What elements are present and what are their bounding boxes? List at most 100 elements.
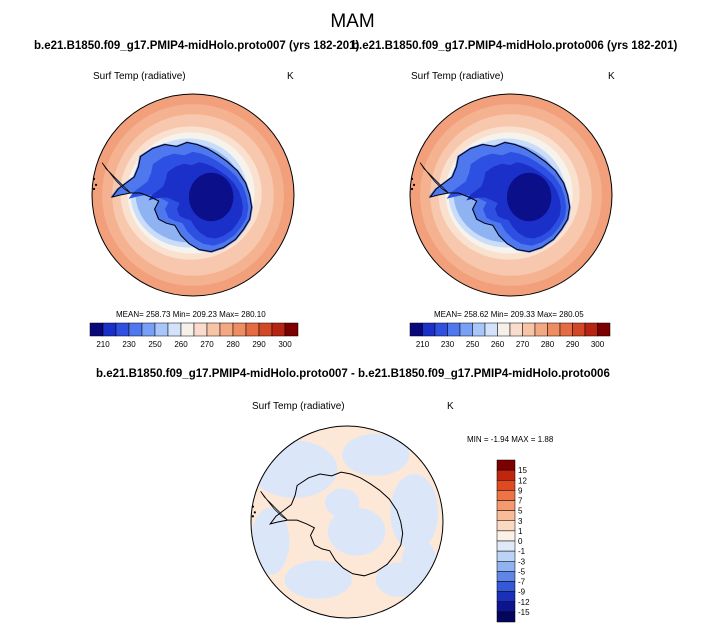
left-colorbar-swatch-3 <box>128 322 143 337</box>
diff-colorbar-swatch-10 <box>496 561 516 572</box>
left-colorbar-swatch-15 <box>284 322 299 337</box>
diff-colorbar-tick-label: 9 <box>518 486 523 495</box>
right-colorbar-tick-label: 230 <box>441 340 455 349</box>
left-units-label: K <box>287 71 294 82</box>
left-colorbar-swatch-5 <box>154 322 169 337</box>
diff-units-label: K <box>447 401 454 412</box>
diff-colorbar-tick-label: -1 <box>518 547 526 556</box>
diff-colorbar-tick-label: -5 <box>518 567 526 576</box>
right-colorbar-tick-label: 210 <box>416 340 430 349</box>
diff-colorbar-tick-label: 7 <box>518 497 523 506</box>
right-units-label: K <box>608 71 615 82</box>
diff-cool-patch-7 <box>324 488 360 518</box>
diff-colorbar-tick-label: -7 <box>518 578 526 587</box>
left-colorbar-swatch-14 <box>271 322 286 337</box>
right-colorbar-swatch-4 <box>459 322 473 337</box>
left-colorbar-tick-label: 270 <box>200 340 214 349</box>
left-map-land-core <box>188 172 234 222</box>
left-colorbar-swatch-2 <box>115 322 130 337</box>
right-map-field <box>410 94 612 296</box>
diff-colorbar-tick-label: 3 <box>518 517 523 526</box>
right-map-land-core <box>506 172 552 222</box>
diff-field <box>251 426 443 618</box>
diff-colorbar-tick-label: 12 <box>518 476 527 485</box>
diff-colorbar-tick-label: 15 <box>518 466 527 475</box>
left-colorbar-swatch-0 <box>89 322 104 337</box>
diff-colorbar-swatch-13 <box>496 591 516 602</box>
right-colorbar-tick-label: 250 <box>466 340 480 349</box>
left-map-peninsula-coast <box>101 162 131 194</box>
right-map-island-1 <box>412 183 416 186</box>
right-colorbar-swatch-7 <box>497 322 511 337</box>
left-colorbar-swatch-9 <box>206 322 221 337</box>
diff-boundary <box>250 425 444 619</box>
right-colorbar-swatch-15 <box>597 322 611 337</box>
diff-panel-header: b.e21.B1850.f09_g17.PMIP4-midHolo.proto0… <box>96 368 610 380</box>
left-map-island-1 <box>94 183 98 186</box>
page-title: MAM <box>330 11 375 32</box>
right-colorbar-tick-label: 290 <box>566 340 580 349</box>
left-map-boundary <box>91 93 295 297</box>
diff-colorbar-tick-label: 5 <box>518 507 523 516</box>
right-colorbar-swatch-10 <box>534 322 548 337</box>
right-colorbar-swatch-8 <box>509 322 523 337</box>
left-colorbar-swatch-6 <box>167 322 182 337</box>
diff-peninsula-coast <box>260 491 288 521</box>
right-colorbar-tick-label: 260 <box>491 340 505 349</box>
right-colorbar-swatch-14 <box>584 322 598 337</box>
right-map-coastline <box>428 141 571 253</box>
diff-colorbar-tick-label: -3 <box>518 557 526 566</box>
right-colorbar-swatch-12 <box>559 322 573 337</box>
right-map-boundary <box>409 93 613 297</box>
right-colorbar-swatch-13 <box>572 322 586 337</box>
right-colorbar-swatch-1 <box>422 322 436 337</box>
left-map-field <box>92 94 294 296</box>
left-colorbar-swatch-1 <box>102 322 117 337</box>
left-variable-label: Surf Temp (radiative) <box>93 71 186 82</box>
diff-variable-label: Surf Temp (radiative) <box>252 401 345 412</box>
diff-colorbar-swatch-7 <box>496 530 516 542</box>
diff-colorbar-swatch-15 <box>496 611 516 623</box>
right-map-island-0 <box>410 187 414 191</box>
diff-colorbar-swatch-4 <box>496 500 516 511</box>
right-colorbar-swatch-0 <box>409 322 423 337</box>
right-map-peninsula-coast <box>419 162 449 194</box>
diff-colorbar-swatch-3 <box>496 490 516 501</box>
right-colorbar-swatch-5 <box>472 322 486 337</box>
left-panel-header: b.e21.B1850.f09_g17.PMIP4-midHolo.proto0… <box>34 40 360 52</box>
left-colorbar-swatch-10 <box>219 322 234 337</box>
right-colorbar-tick-label: 280 <box>541 340 555 349</box>
right-colorbar-tick-label: 270 <box>516 340 530 349</box>
diff-island-0 <box>251 515 255 518</box>
diff-colorbar-swatch-1 <box>496 469 516 481</box>
left-colorbar-tick-label: 250 <box>148 340 162 349</box>
left-colorbar-swatch-11 <box>232 322 247 337</box>
left-colorbar-swatch-12 <box>245 322 260 337</box>
left-colorbar-tick-label: 280 <box>226 340 240 349</box>
left-colorbar-tick-label: 300 <box>278 340 292 349</box>
diff-cool-patch-3 <box>251 507 290 575</box>
right-stats: MEAN= 258.62 Min= 209.33 Max= 280.05 <box>434 310 584 319</box>
diff-colorbar-swatch-12 <box>496 581 516 592</box>
left-map-island-0 <box>92 187 96 191</box>
right-variable-label: Surf Temp (radiative) <box>411 71 504 82</box>
right-colorbar-swatch-3 <box>447 322 461 337</box>
right-panel-header: b.e21.B1850.f09_g17.PMIP4-midHolo.proto0… <box>352 40 678 52</box>
diff-colorbar-tick-label: -9 <box>518 588 526 597</box>
left-colorbar-swatch-4 <box>141 322 156 337</box>
diff-cool-patch-5 <box>284 560 352 599</box>
diff-stats: MIN = -1.94 MAX = 1.88 <box>467 435 554 444</box>
left-colorbar-tick-label: 260 <box>174 340 188 349</box>
diff-colorbar-tick-label: 0 <box>518 537 523 546</box>
diff-colorbar-swatch-5 <box>496 510 516 521</box>
left-colorbar-swatch-13 <box>258 322 273 337</box>
right-colorbar-swatch-9 <box>522 322 536 337</box>
diff-cool-patch-8 <box>401 539 437 582</box>
left-stats: MEAN= 258.73 Min= 209.23 Max= 280.10 <box>116 310 266 319</box>
diff-colorbar-swatch-6 <box>496 520 516 532</box>
left-colorbar-swatch-7 <box>180 322 195 337</box>
left-colorbar-tick-label: 210 <box>96 340 110 349</box>
diff-colorbar-tick-label: 1 <box>518 527 523 536</box>
diff-coastline <box>268 471 404 577</box>
